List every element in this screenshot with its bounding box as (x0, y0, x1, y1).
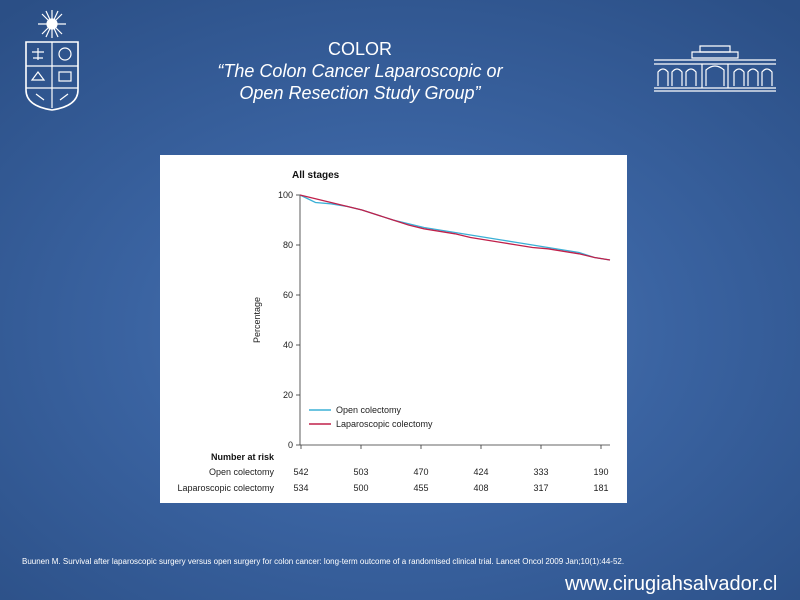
y-axis-label: Percentage (252, 297, 262, 343)
building-facade-logo (654, 45, 776, 92)
risk-row-label-laparoscopic: Laparoscopic colectomy (177, 483, 274, 493)
series-line-open-colectomy (299, 194, 611, 261)
chart-title: All stages (292, 170, 340, 181)
risk-row-label-open: Open colectomy (209, 467, 275, 477)
risk-value-laparoscopic-2: 455 (413, 483, 428, 493)
y-tick-label-80: 80 (283, 240, 293, 250)
risk-value-open-0: 542 (293, 467, 308, 477)
risk-value-laparoscopic-1: 500 (353, 483, 368, 493)
y-tick-label-20: 20 (283, 390, 293, 400)
y-tick-label-0: 0 (288, 440, 293, 450)
survival-chart: All stages Percentage 0 20 40 60 80 100 542 503… (177, 170, 611, 493)
series-line-laparoscopic-colectomy (299, 194, 611, 261)
risk-value-laparoscopic-5: 181 (593, 483, 608, 493)
slide-subtitle-line1: “The Colon Cancer Laparoscopic or (217, 61, 503, 81)
risk-table-heading: Number at risk (211, 452, 275, 462)
chart-legend: Open colectomy Laparoscopic colectomy (309, 405, 433, 429)
slide-title: COLOR (327, 39, 392, 59)
legend-label-laparoscopic: Laparoscopic colectomy (336, 419, 433, 429)
risk-value-laparoscopic-3: 408 (473, 483, 488, 493)
slide-title-block: COLOR “The Colon Cancer Laparoscopic or … (160, 38, 560, 104)
risk-value-open-2: 470 (413, 467, 428, 477)
university-seal-logo (25, 10, 79, 111)
risk-value-open-4: 333 (533, 467, 548, 477)
y-tick-label-40: 40 (283, 340, 293, 350)
y-tick-label-60: 60 (283, 290, 293, 300)
risk-table: Number at risk Open colectomy Laparoscop… (177, 452, 275, 493)
risk-value-laparoscopic-4: 317 (533, 483, 548, 493)
y-tick-label-100: 100 (278, 190, 293, 200)
risk-value-open-5: 190 (593, 467, 608, 477)
slide-subtitle-line2: Open Resection Study Group” (239, 83, 481, 103)
survival-chart-card: All stages Percentage 0 20 40 60 80 100 542 503… (160, 155, 627, 503)
risk-value-open-3: 424 (473, 467, 488, 477)
legend-label-open: Open colectomy (336, 405, 402, 415)
risk-value-open-1: 503 (353, 467, 368, 477)
website-url: www.cirugiahsalvador.cl (565, 573, 778, 595)
citation-text: Buunen M. Survival after laparoscopic su… (22, 557, 625, 566)
risk-value-laparoscopic-0: 534 (293, 483, 308, 493)
